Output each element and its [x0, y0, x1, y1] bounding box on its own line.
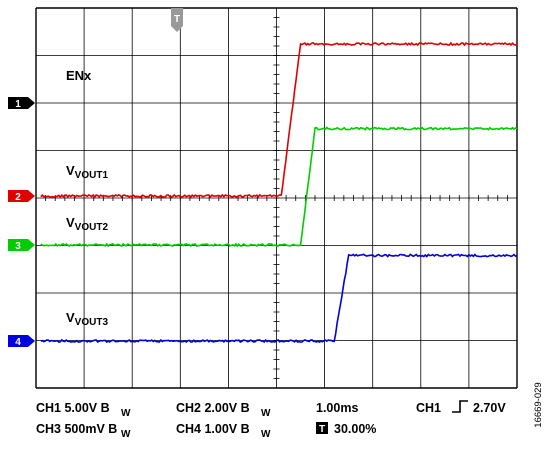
channel-marker-3: 3 — [8, 239, 35, 252]
trigger-position: 30.00% — [334, 422, 376, 436]
trace-vout3 — [40, 253, 518, 344]
rising-edge-icon — [452, 400, 468, 413]
ch4-bw: W — [261, 429, 271, 440]
ch3-scale: CH3 500mV B — [36, 422, 117, 436]
trigger-source: CH1 — [416, 401, 441, 415]
graticule — [35, 7, 518, 389]
ch2-scale: CH2 2.00V B — [176, 401, 250, 415]
trace-vout1 — [40, 41, 518, 199]
ch1-bw: W — [121, 408, 131, 419]
channel-marker-label: 2 — [15, 192, 21, 203]
ch3-bw: W — [121, 429, 131, 440]
channel-marker-label: 1 — [15, 99, 21, 110]
label-vout1: VVOUT1 — [66, 163, 108, 181]
trigger-marker: T — [171, 8, 183, 32]
settings-readout: CH1 5.00V B W CH2 2.00V B W 1.00ms CH1 2… — [36, 400, 506, 440]
traces — [40, 41, 518, 344]
channel-marker-1: 1 — [8, 97, 35, 110]
label-enx: ENx — [66, 68, 92, 83]
figure-id: 16669-029 — [533, 382, 544, 427]
svg-text:T: T — [174, 14, 180, 25]
channel-markers: 1 2 3 4 — [8, 97, 35, 348]
label-vout3: VVOUT3 — [66, 310, 108, 328]
channel-marker-label: 4 — [15, 337, 21, 348]
ch1-scale: CH1 5.00V B — [36, 401, 110, 415]
svg-text:T: T — [319, 424, 325, 435]
trace-vout2 — [40, 126, 518, 248]
channel-marker-2: 2 — [8, 190, 35, 203]
channel-marker-4: 4 — [8, 335, 35, 348]
trigger-level: 2.70V — [473, 401, 506, 415]
ch4-scale: CH4 1.00V B — [176, 422, 250, 436]
channel-marker-label: 3 — [15, 241, 21, 252]
trigger-position-icon — [316, 422, 328, 434]
timebase: 1.00ms — [316, 401, 358, 415]
label-vout2: VVOUT2 — [66, 215, 108, 233]
ch2-bw: W — [261, 408, 271, 419]
